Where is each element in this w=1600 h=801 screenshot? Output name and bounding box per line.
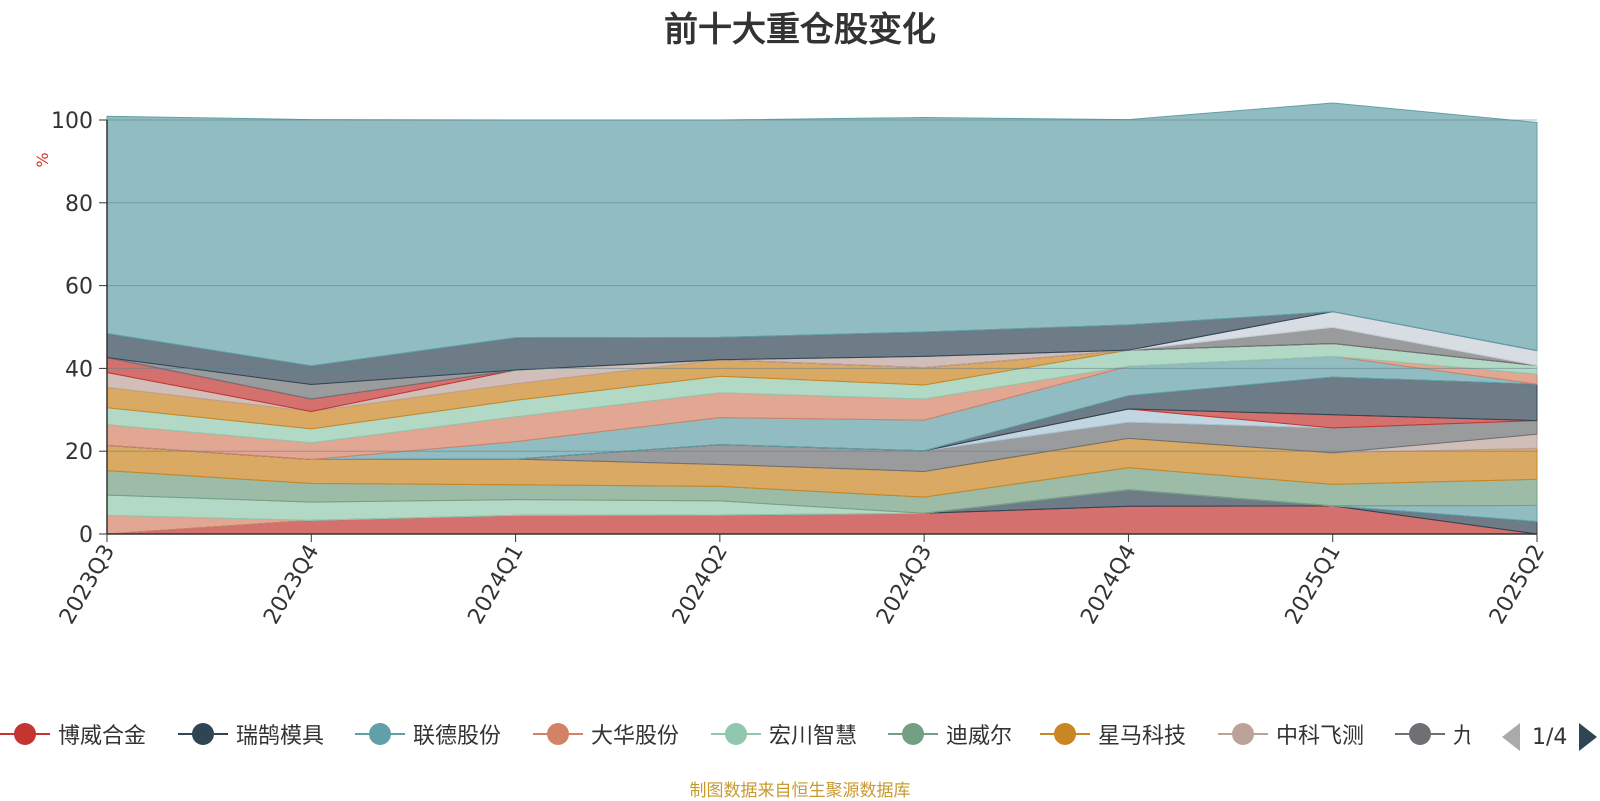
legend: 博威合金 瑞鹄模具 联德股份 大华股份 宏川智慧 迪威尔 星马科技 中科飞测 九号公司 <box>0 712 1600 756</box>
legend-swatch-icon <box>1218 720 1268 748</box>
legend-item[interactable]: 迪威尔 <box>888 712 1012 756</box>
legend-item[interactable]: 联德股份 <box>355 712 501 756</box>
legend-item[interactable]: 星马科技 <box>1040 712 1186 756</box>
area-chart: 0 20 40 60 80 100 2023Q3 2023Q4 2024Q1 2024Q2 2024… <box>33 102 1550 629</box>
legend-items: 博威合金 瑞鹄模具 联德股份 大华股份 宏川智慧 迪威尔 星马科技 中科飞测 九号公司 <box>0 712 1470 756</box>
y-tick-label: 40 <box>65 357 93 382</box>
gridlines <box>107 119 1537 452</box>
legend-swatch-icon <box>533 720 583 748</box>
legend-swatch-icon <box>1395 720 1445 748</box>
x-tick-label: 2024Q3 <box>872 541 937 629</box>
y-tick-label: 0 <box>79 523 93 548</box>
legend-item[interactable]: 九号公司 <box>1395 712 1470 756</box>
legend-label: 联德股份 <box>413 724 502 749</box>
legend-label: 宏川智慧 <box>769 724 858 749</box>
data-source-note: 制图数据来自恒生聚源数据库 <box>689 781 911 801</box>
legend-item[interactable]: 宏川智慧 <box>711 712 857 756</box>
x-tick-label: 2023Q4 <box>259 541 324 629</box>
legend-swatch-icon <box>1040 720 1090 748</box>
legend-swatch-icon <box>888 720 938 748</box>
legend-item[interactable]: 博威合金 <box>0 712 146 756</box>
area-layer <box>106 102 1538 535</box>
legend-label: 迪威尔 <box>946 724 1013 749</box>
legend-swatch-icon <box>178 720 228 748</box>
legend-swatch-icon <box>0 720 50 748</box>
legend-page-indicator: 1/4 <box>1532 724 1568 750</box>
y-axis-unit: % <box>33 152 52 167</box>
legend-pager: 1/4 <box>1502 722 1598 752</box>
legend-swatch-icon <box>355 720 405 748</box>
legend-item[interactable]: 中科飞测 <box>1218 712 1364 756</box>
legend-label: 瑞鹄模具 <box>236 724 325 749</box>
legend-label: 博威合金 <box>58 724 147 749</box>
legend-prev-page-icon[interactable] <box>1502 723 1520 751</box>
chart-title: 前十大重仓股变化 <box>664 10 936 50</box>
legend-next-page-icon[interactable] <box>1579 723 1598 751</box>
x-tick-label: 2025Q1 <box>1281 541 1346 629</box>
legend-label: 中科飞测 <box>1276 724 1365 749</box>
y-tick-label: 60 <box>65 275 93 300</box>
legend-swatch-icon <box>711 720 761 748</box>
y-tick-label: 80 <box>65 192 93 217</box>
x-tick-label: 2024Q2 <box>668 541 733 629</box>
legend-label: 九号公司 <box>1453 724 1470 749</box>
legend-label: 星马科技 <box>1098 724 1187 749</box>
y-tick-label: 20 <box>65 440 93 465</box>
x-tick-label: 2024Q4 <box>1076 541 1141 629</box>
legend-item[interactable]: 大华股份 <box>533 712 679 756</box>
legend-label: 大华股份 <box>591 724 680 749</box>
x-tick-label: 2023Q3 <box>55 541 120 629</box>
y-tick-label: 100 <box>51 109 93 134</box>
legend-item[interactable]: 瑞鹄模具 <box>178 712 324 756</box>
x-tick-label: 2025Q2 <box>1485 541 1550 629</box>
x-tick-label: 2024Q1 <box>463 541 528 629</box>
